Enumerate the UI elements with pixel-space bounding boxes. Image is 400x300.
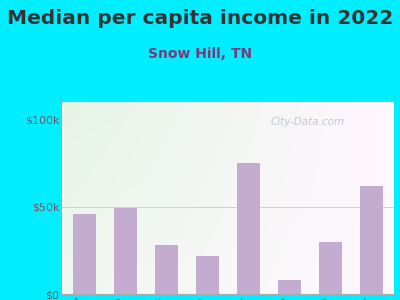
Text: City-Data.com: City-Data.com	[271, 117, 345, 127]
Bar	[114, 208, 137, 294]
Text: Median per capita income in 2022: Median per capita income in 2022	[7, 9, 393, 28]
Bar	[155, 245, 178, 294]
Bar	[278, 280, 301, 294]
Text: Snow Hill, TN: Snow Hill, TN	[148, 46, 252, 61]
Bar	[237, 163, 260, 294]
Bar	[196, 256, 219, 294]
Bar	[73, 214, 96, 294]
Bar	[360, 186, 383, 294]
Bar	[319, 242, 342, 294]
